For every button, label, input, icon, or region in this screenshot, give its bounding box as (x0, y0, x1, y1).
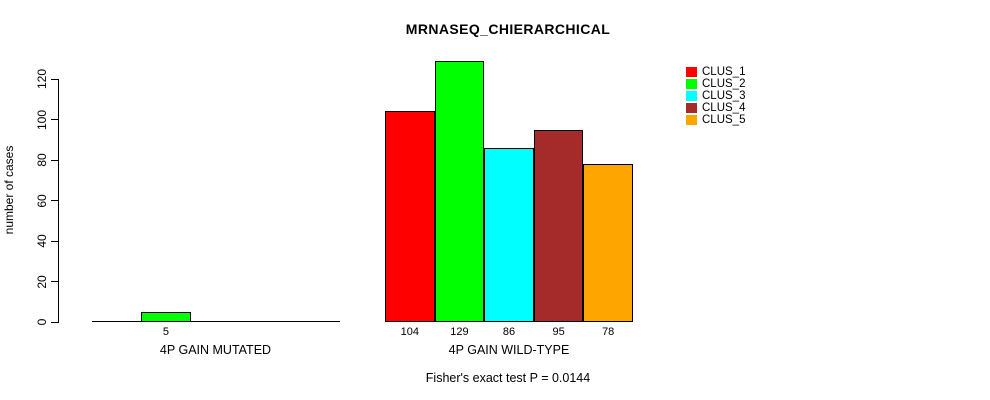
legend-swatch (686, 79, 697, 89)
y-tick-label: 100 (35, 109, 49, 130)
y-tick-label: 60 (35, 193, 49, 208)
bar-clus_2-group1 (434, 60, 485, 322)
y-tick-label: 0 (35, 318, 49, 326)
group-baseline (91, 321, 340, 322)
legend-label: CLUS_4 (702, 102, 746, 114)
y-axis-label: number of cases (2, 145, 16, 235)
y-tick-label: 120 (35, 68, 49, 90)
group-label: 4P GAIN WILD-TYPE (448, 342, 570, 357)
legend-swatch (686, 115, 697, 125)
y-tick-label: 40 (35, 234, 49, 248)
legend-label: CLUS_3 (702, 90, 746, 102)
chart-title: MRNASEQ_CHIERARCHICAL (405, 21, 611, 37)
y-tick (51, 78, 58, 80)
legend-label: CLUS_5 (702, 114, 746, 126)
bar-value-label: 86 (502, 325, 516, 338)
legend-label: CLUS_1 (702, 66, 746, 78)
group-label: 4P GAIN MUTATED (159, 342, 272, 357)
y-axis-line (58, 79, 59, 323)
y-tick (51, 200, 58, 201)
y-tick (51, 281, 58, 282)
y-tick-label: 80 (35, 153, 49, 167)
legend-swatch (686, 67, 697, 77)
bar-value-label: 129 (450, 325, 469, 338)
annotation-text: Fisher's exact test P = 0.0144 (425, 371, 591, 385)
bar-value-label: 5 (162, 325, 169, 338)
bar-value-label: 95 (552, 325, 565, 338)
legend-swatch (686, 91, 697, 101)
bar-value-label: 104 (400, 325, 419, 338)
legend-label: CLUS_2 (702, 78, 746, 90)
bar-clus_3-group1 (484, 147, 534, 322)
y-tick (51, 240, 58, 242)
y-tick-label: 20 (35, 274, 49, 289)
legend-swatch (686, 103, 697, 113)
y-tick (51, 321, 58, 323)
bar-clus_5-group1 (583, 164, 633, 322)
bar-value-label: 78 (602, 325, 615, 338)
y-tick (51, 159, 58, 161)
y-tick (51, 119, 58, 120)
bar-clus_2-group0 (141, 311, 191, 322)
bar-clus_4-group1 (533, 129, 584, 322)
bar-clus_1-group1 (385, 111, 435, 322)
